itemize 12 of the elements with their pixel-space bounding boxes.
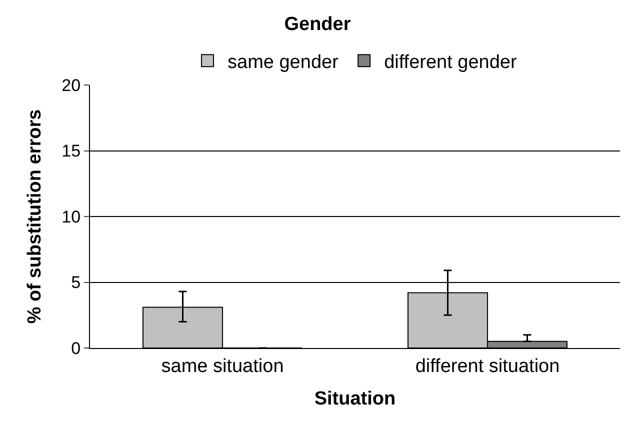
y-tick-label: 10 (62, 207, 81, 226)
x-axis-title: Situation (314, 388, 396, 410)
y-axis-title: % of substitution errors (24, 109, 46, 324)
legend-label: same gender (228, 52, 340, 73)
x-tick-label: same situation (161, 356, 284, 377)
y-tick-label: 20 (62, 76, 81, 95)
y-tick-label: 5 (71, 273, 81, 292)
y-tick-label: 15 (62, 142, 81, 161)
chart-title: Gender (284, 14, 352, 36)
y-tick-label: 0 (71, 338, 81, 358)
x-tick-label: different situation (415, 356, 560, 377)
legend-label: different gender (384, 52, 518, 73)
